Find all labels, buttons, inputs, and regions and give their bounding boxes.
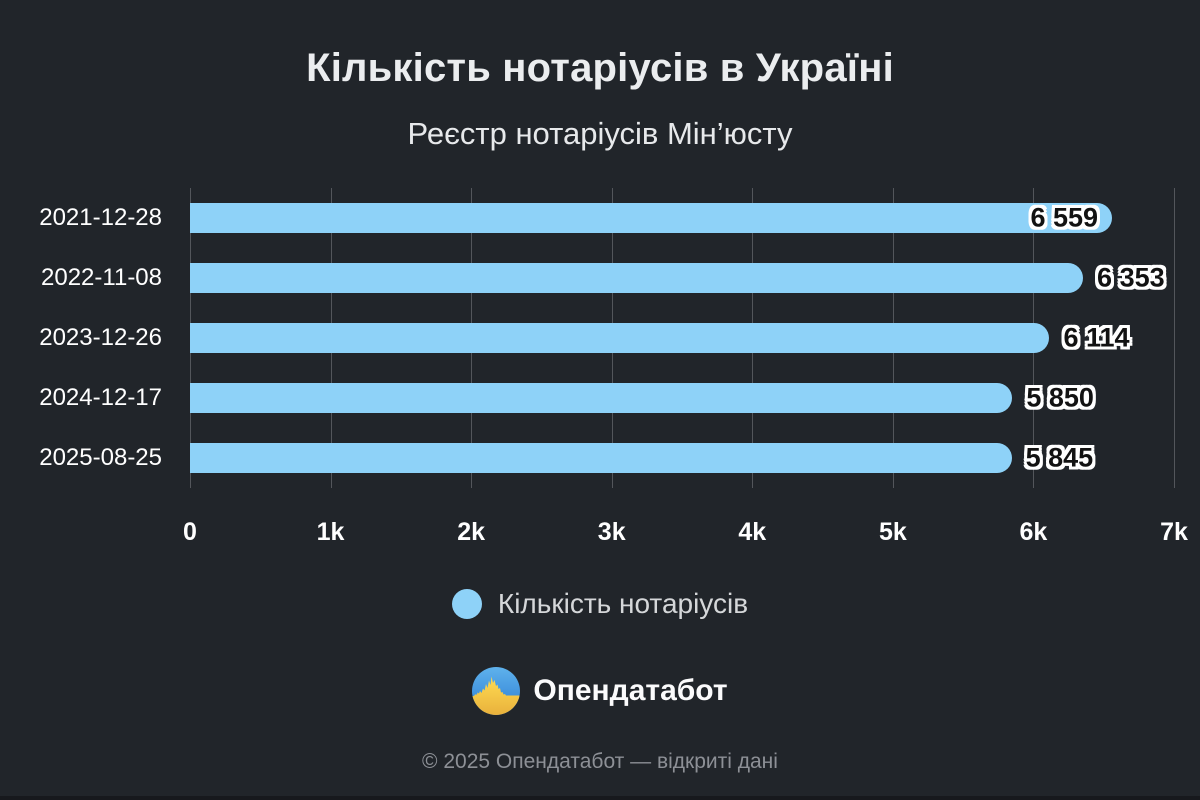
x-tick-label: 7k bbox=[1160, 518, 1188, 546]
bar-row: 5 845 bbox=[190, 428, 1174, 488]
footer-copyright: © 2025 Опендатабот — відкриті дані bbox=[422, 750, 778, 773]
bar-row: 6 353 bbox=[190, 248, 1174, 308]
bar-value-label: 5 845 bbox=[1025, 442, 1094, 473]
x-axis-labels: 0 1k 2k 3k 4k 5k 6k 7k bbox=[0, 518, 1200, 552]
bar-2022-11-08 bbox=[190, 263, 1084, 293]
chart-subtitle: Реєстр нотаріусів Мін’юсту bbox=[407, 116, 793, 151]
y-axis-label: 2025-08-25 bbox=[39, 444, 162, 471]
bar-2023-12-26 bbox=[190, 323, 1050, 353]
x-tick-label: 2k bbox=[457, 518, 486, 546]
y-axis-label: 2021-12-28 bbox=[39, 204, 162, 231]
brand: Опендатабот bbox=[0, 667, 1200, 715]
legend-label: Кількість нотаріусів bbox=[497, 588, 749, 619]
x-tick-label: 1k bbox=[316, 518, 345, 546]
plot-area: 6 559 6 353 6 114 5 850 5 845 bbox=[190, 188, 1175, 488]
bar-row: 6 559 bbox=[190, 188, 1174, 248]
legend-swatch-icon bbox=[451, 589, 482, 619]
bar-value-label: 6 353 bbox=[1097, 262, 1165, 293]
bar-value-label: 6 114 bbox=[1063, 322, 1130, 353]
bar-row: 6 114 bbox=[190, 308, 1174, 368]
x-tick-label: 0 bbox=[183, 518, 197, 546]
x-tick-label: 6k bbox=[1019, 518, 1048, 546]
opendatabot-logo-icon bbox=[472, 667, 521, 715]
bar-value-label: 5 850 bbox=[1026, 382, 1094, 413]
y-axis-label: 2022-11-08 bbox=[41, 264, 162, 291]
x-tick-label: 5k bbox=[878, 518, 907, 546]
gridline-7k bbox=[1174, 188, 1175, 488]
bar-value-label: 6 559 bbox=[1030, 202, 1099, 233]
bar-2021-12-28 bbox=[190, 203, 1112, 233]
y-axis-label: 2023-12-26 bbox=[39, 324, 162, 351]
legend: Кількість нотаріусів bbox=[0, 588, 1200, 620]
bar-row: 5 850 bbox=[190, 368, 1174, 428]
bottom-edge bbox=[0, 796, 1200, 800]
y-axis-labels: 2021-12-28 2022-11-08 2023-12-26 2024-12-17… bbox=[0, 188, 162, 488]
x-tick-label: 3k bbox=[597, 518, 626, 546]
bar-2025-08-25 bbox=[190, 443, 1012, 473]
y-axis-label: 2024-12-17 bbox=[39, 384, 162, 411]
brand-name: Опендатабот bbox=[533, 674, 728, 707]
x-tick-label: 4k bbox=[738, 518, 767, 546]
chart-title: Кількість нотаріусів в Україні bbox=[306, 46, 894, 90]
bar-2024-12-17 bbox=[190, 383, 1013, 413]
